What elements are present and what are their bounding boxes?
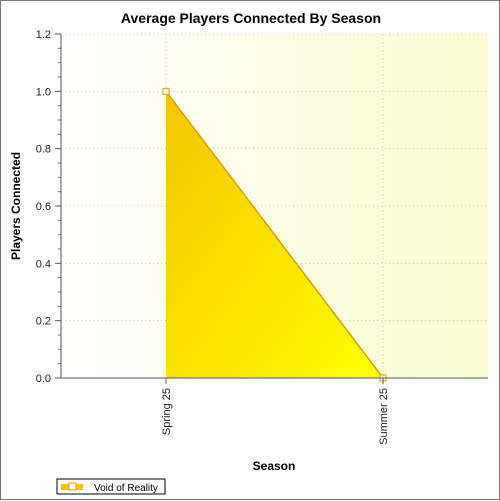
y-axis-label: Players Connected [9,152,23,260]
legend: Void of Reality [56,478,166,495]
y-tick-label: 0.8 [36,144,51,156]
tick-labels: 0.0 0.2 0.4 0.6 0.8 1.0 1.2 Spring 25 Summer 25 [36,29,390,445]
x-tick-label: Summer 25 [378,388,390,445]
y-tick-label: 0.0 [36,373,51,385]
chart-title: Average Players Connected By Season [121,10,381,26]
series-line [165,90,384,379]
y-tick-label: 0.6 [36,201,51,213]
legend-label: Void of Reality [94,483,158,494]
data-point [162,87,170,95]
axes [55,33,488,384]
x-axis-label: Season [253,459,296,473]
y-tick-label: 0.4 [36,258,51,270]
legend-box [56,478,166,495]
y-tick-label: 1.2 [36,29,51,41]
y-tick-label: 0.2 [36,316,51,328]
x-tick-label: Spring 25 [161,388,173,435]
y-tick-label: 1.0 [36,86,51,98]
legend-marker [68,482,77,491]
